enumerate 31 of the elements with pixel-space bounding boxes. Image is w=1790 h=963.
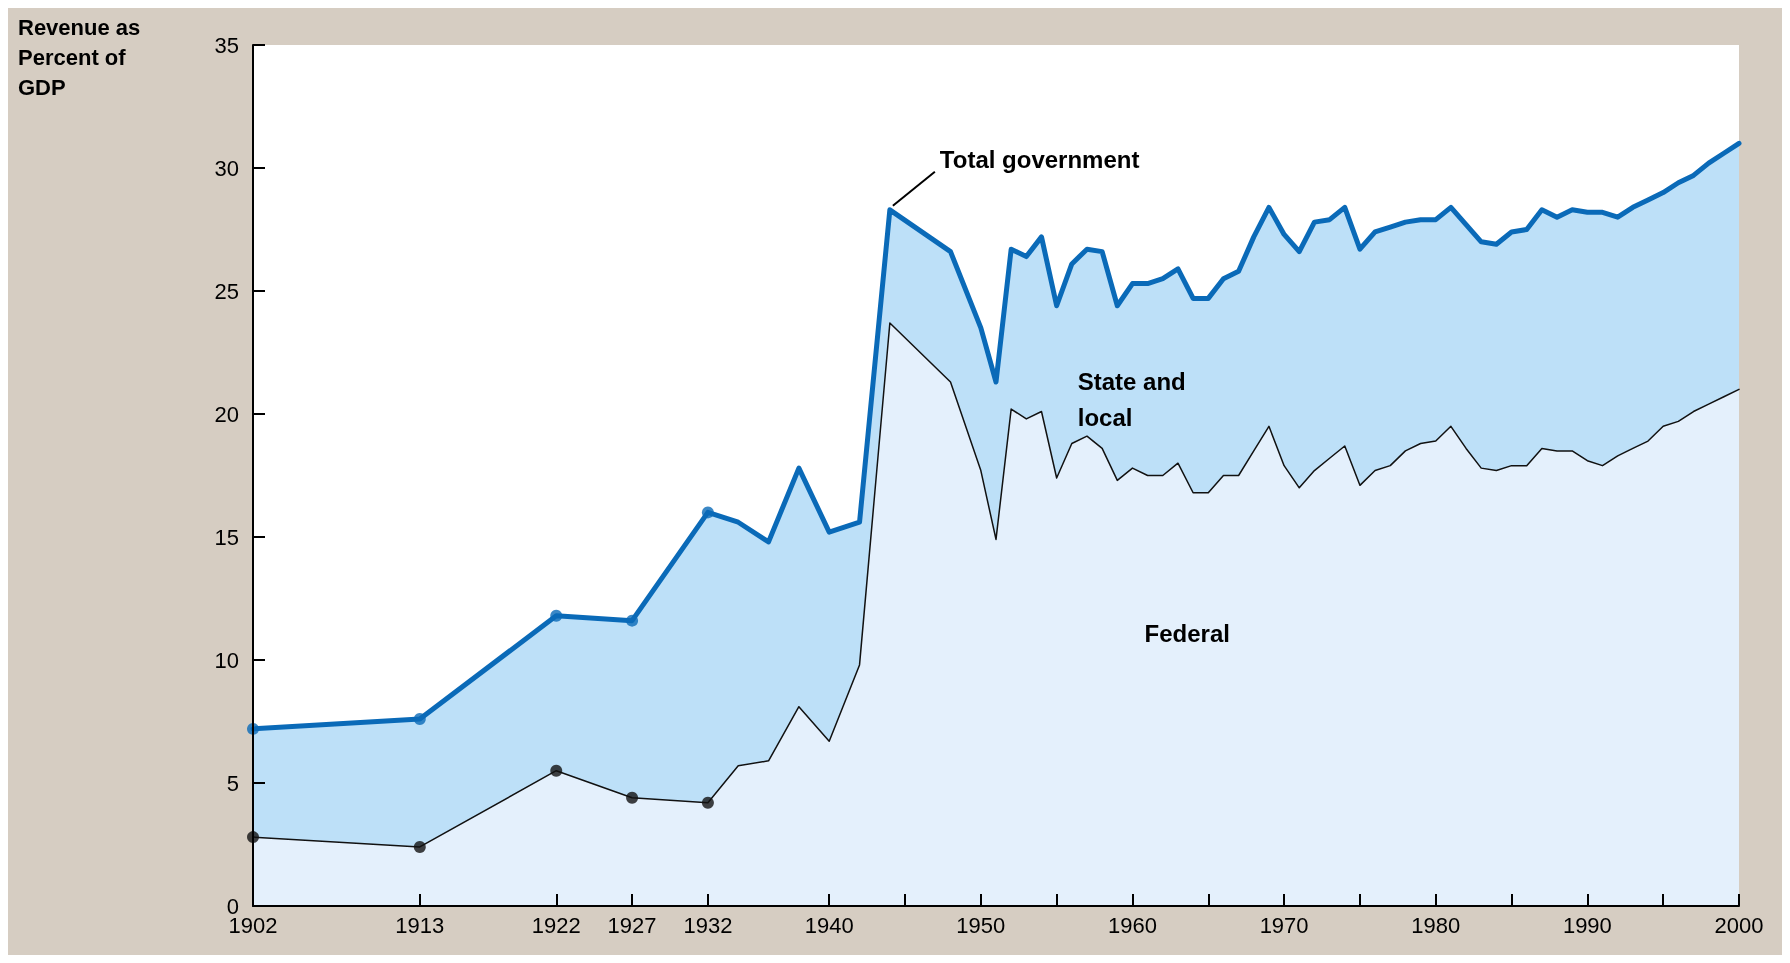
point [626, 614, 639, 627]
y-tick-label: 25 [214, 278, 239, 304]
y-tick-label: 15 [214, 524, 239, 550]
y-tick-label: 5 [226, 770, 239, 796]
x-tick-label: 1922 [531, 912, 581, 938]
point [413, 713, 426, 726]
point [701, 796, 714, 809]
y-tick-label: 35 [214, 32, 239, 58]
x-tick-label: 1990 [1562, 912, 1612, 938]
y-tick-label: 20 [214, 401, 239, 427]
x-tick-label: 1932 [683, 912, 733, 938]
y-tick-label: 30 [214, 155, 239, 181]
text: Total government [939, 146, 1140, 174]
y-tick-label: 10 [214, 647, 239, 673]
x-tick-label: 1913 [395, 912, 445, 938]
x-tick-label: 2000 [1714, 912, 1764, 938]
x-tick-label: 1980 [1411, 912, 1461, 938]
series-label: Federal [1144, 620, 1230, 648]
x-tick-label: 1940 [804, 912, 854, 938]
y-tick-label: 0 [226, 893, 239, 919]
point [550, 764, 563, 777]
point [701, 506, 714, 519]
point [550, 609, 563, 622]
point [626, 791, 639, 804]
annotation: State and local [1077, 368, 1193, 432]
y-axis-title: Revenue as Percent of GDP [18, 14, 147, 100]
x-tick-label: 1950 [956, 912, 1006, 938]
point [413, 840, 426, 853]
x-tick-label: 1970 [1259, 912, 1309, 938]
x-tick-label: 1927 [607, 912, 657, 938]
x-tick-label: 1960 [1107, 912, 1157, 938]
